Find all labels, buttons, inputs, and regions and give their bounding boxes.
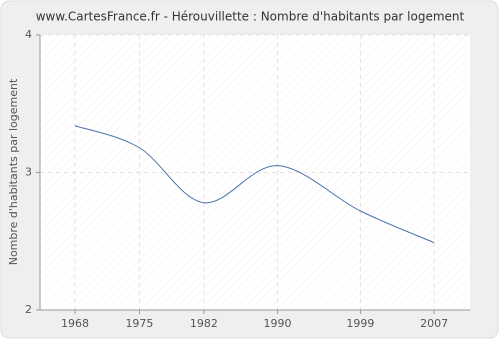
x-tick-label: 1990: [264, 317, 292, 330]
y-tick-label: 4: [25, 28, 32, 41]
plot-area: [40, 35, 470, 310]
y-tick-label: 2: [25, 303, 32, 316]
y-tick-label: 3: [25, 166, 32, 179]
chart-title: www.CartesFrance.fr - Hérouvillette : No…: [36, 10, 465, 24]
x-tick-label: 1999: [346, 317, 374, 330]
x-tick-label: 1975: [125, 317, 153, 330]
data-line: [74, 125, 435, 244]
x-tick-label: 1968: [61, 317, 89, 330]
x-tick-label: 1982: [190, 317, 218, 330]
y-axis-label: Nombre d'habitants par logement: [7, 78, 20, 265]
grid: [40, 34, 470, 311]
x-tick-label: 2007: [420, 317, 448, 330]
